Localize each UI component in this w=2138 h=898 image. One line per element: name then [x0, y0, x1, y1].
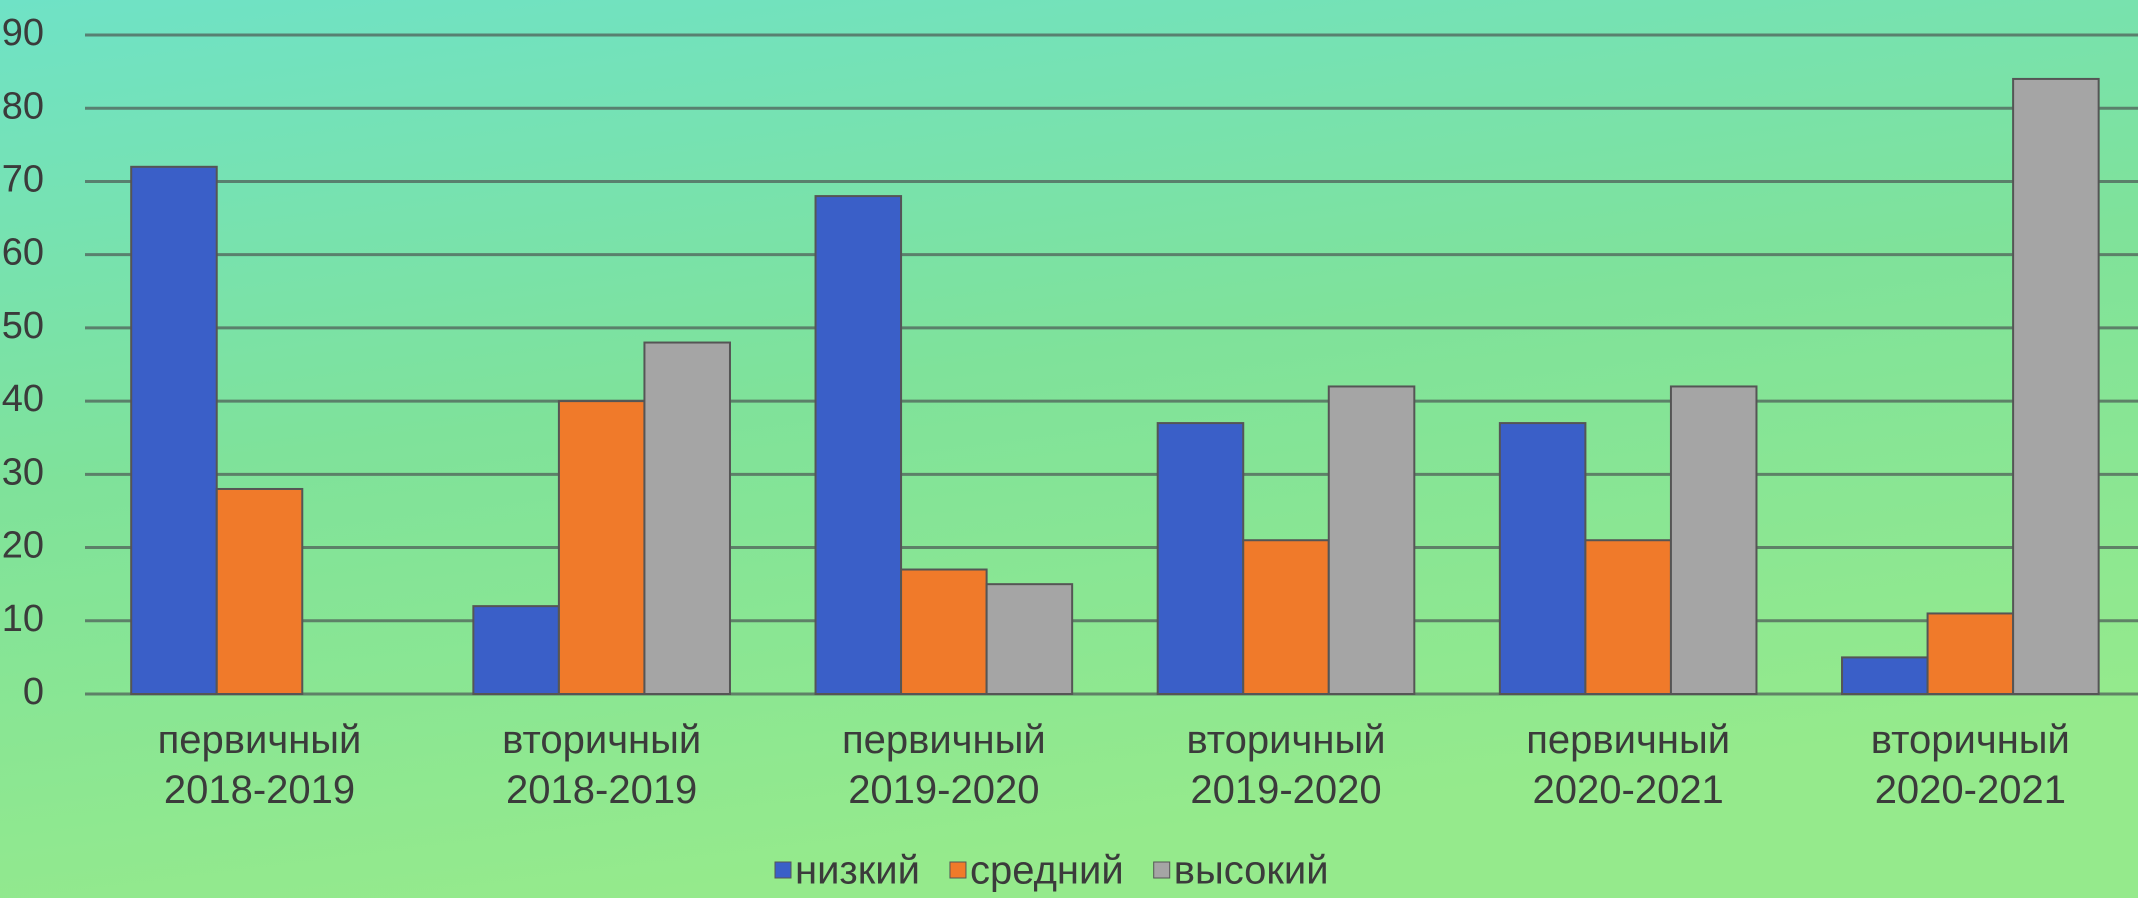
bar: [644, 343, 730, 694]
y-tick-label: 50: [2, 305, 44, 347]
y-tick-label: 0: [23, 671, 44, 713]
bar: [901, 570, 987, 694]
legend-label: высокий: [1174, 849, 1329, 893]
bar: [1158, 423, 1244, 694]
y-tick-label: 30: [2, 451, 44, 493]
y-tick-label: 10: [2, 598, 44, 640]
y-tick-label: 60: [2, 232, 44, 274]
legend-swatch: [775, 862, 791, 878]
y-tick-label: 90: [2, 12, 44, 54]
y-tick-label: 80: [2, 85, 44, 127]
bar: [1329, 386, 1415, 694]
y-tick-label: 70: [2, 158, 44, 200]
bar: [1928, 613, 2014, 694]
bar: [559, 401, 645, 694]
bar: [217, 489, 303, 694]
bar: [131, 167, 217, 694]
bar: [1671, 386, 1757, 694]
bar: [1585, 540, 1671, 694]
background: [0, 0, 2138, 898]
y-tick-label: 40: [2, 378, 44, 420]
legend-label: средний: [970, 849, 1124, 893]
bar: [1243, 540, 1329, 694]
chart: 0102030405060708090первичный2018-2019вто…: [0, 0, 2138, 898]
page: {"chart_data": {"type": "bar", "categori…: [0, 0, 2138, 898]
legend-swatch: [950, 862, 966, 878]
bar: [816, 196, 902, 694]
bar: [473, 606, 559, 694]
bar: [2013, 79, 2099, 694]
legend-swatch: [1154, 862, 1170, 878]
bar: [1842, 657, 1928, 694]
bar: [1500, 423, 1586, 694]
legend-label: низкий: [795, 849, 920, 893]
bar: [987, 584, 1073, 694]
y-tick-label: 20: [2, 525, 44, 567]
